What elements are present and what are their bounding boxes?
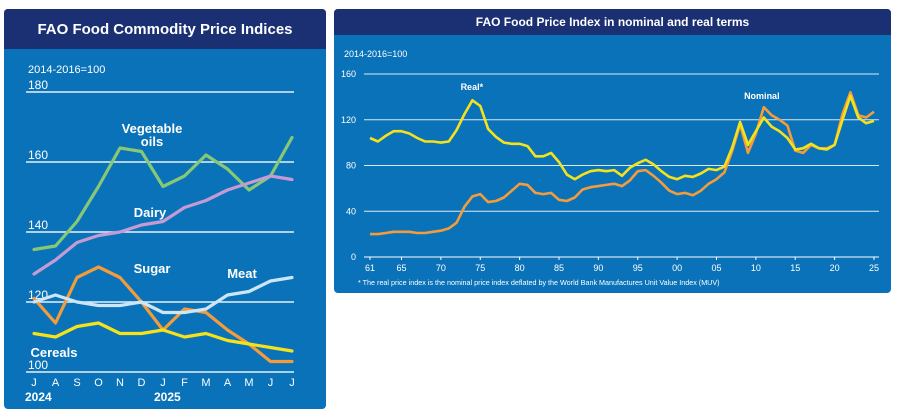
y-tick-label-right-0: 0: [351, 252, 356, 262]
x-tick-label-9: A: [224, 377, 232, 389]
series-label-cereals: Cereals: [31, 345, 78, 360]
x-tick-label-00: 00: [672, 263, 682, 273]
y-tick-label-180: 180: [28, 78, 48, 92]
x-tick-label-80: 80: [515, 263, 525, 273]
y-axis-unit-label: 2014-2016=100: [28, 64, 105, 76]
series-label-dairy: Dairy: [134, 205, 167, 220]
x-tick-label-75: 75: [475, 263, 485, 273]
x-tick-label-25: 25: [869, 263, 879, 273]
x-tick-label-11: J: [268, 377, 274, 389]
x-tick-label-1: A: [52, 377, 60, 389]
series-label-meat: Meat: [227, 266, 257, 281]
series-line-dairy: [32, 174, 294, 276]
series-label-vegetable-oils: Vegetable: [122, 121, 183, 136]
x-tick-label-20: 20: [830, 263, 840, 273]
x-tick-label-4: N: [116, 377, 124, 389]
food-price-index-panel: FAO Food Price Index in nominal and real…: [334, 9, 891, 293]
commodity-indices-title: FAO Food Commodity Price Indices: [4, 9, 326, 49]
y-tick-label-right-80: 80: [346, 161, 356, 171]
series-line-meat: [32, 275, 294, 315]
x-tick-label-5: D: [138, 377, 146, 389]
y-tick-label-right-120: 120: [341, 115, 356, 125]
series-line-cereals: [32, 321, 294, 353]
x-tick-label-10: 10: [751, 263, 761, 273]
y-tick-label-140: 140: [28, 218, 48, 232]
year-label-2025: 2025: [154, 390, 181, 404]
x-tick-label-85: 85: [554, 263, 564, 273]
x-tick-label-61: 61: [365, 263, 375, 273]
x-tick-label-05: 05: [711, 263, 721, 273]
series-label-vegetable-oils-1: oils: [141, 134, 163, 149]
y-axis-unit-label-right: 2014-2016=100: [344, 49, 407, 59]
x-tick-label-90: 90: [593, 263, 603, 273]
x-tick-label-10: M: [244, 377, 253, 389]
series-label-real: Real*: [461, 82, 484, 92]
x-tick-label-12: J: [289, 377, 295, 389]
food-price-index-chart: 2014-2016=100 160 120 80 40 0 61 65 70 75 80 85 90 95…: [341, 49, 879, 287]
x-tick-label-2: S: [73, 377, 80, 389]
y-tick-label-right-160: 160: [341, 69, 356, 79]
x-tick-label-95: 95: [633, 263, 643, 273]
x-tick-label-8: M: [201, 377, 210, 389]
x-tick-label-6: J: [160, 377, 166, 389]
series-line-real: [369, 94, 875, 181]
x-tick-label-65: 65: [396, 263, 406, 273]
series-label-nominal: Nominal: [744, 91, 780, 101]
year-label-2024: 2024: [25, 390, 52, 404]
footnote: * The real price index is the nominal pr…: [358, 278, 720, 287]
series-line-vegetable-oils: [32, 135, 294, 252]
commodity-indices-panel: FAO Food Commodity Price Indices 2014-20…: [4, 9, 326, 409]
y-tick-label-right-40: 40: [346, 206, 356, 216]
x-tick-label-15: 15: [790, 263, 800, 273]
y-tick-label-160: 160: [28, 148, 48, 162]
x-tick-label-7: F: [181, 377, 188, 389]
x-tick-label-3: O: [94, 377, 103, 389]
series-line-nominal: [370, 90, 875, 236]
y-tick-label-100: 100: [28, 358, 48, 372]
food-price-index-title: FAO Food Price Index in nominal and real…: [334, 9, 891, 35]
x-tick-label-70: 70: [436, 263, 446, 273]
x-tick-label-0: J: [31, 377, 37, 389]
series-label-sugar: Sugar: [134, 261, 171, 276]
